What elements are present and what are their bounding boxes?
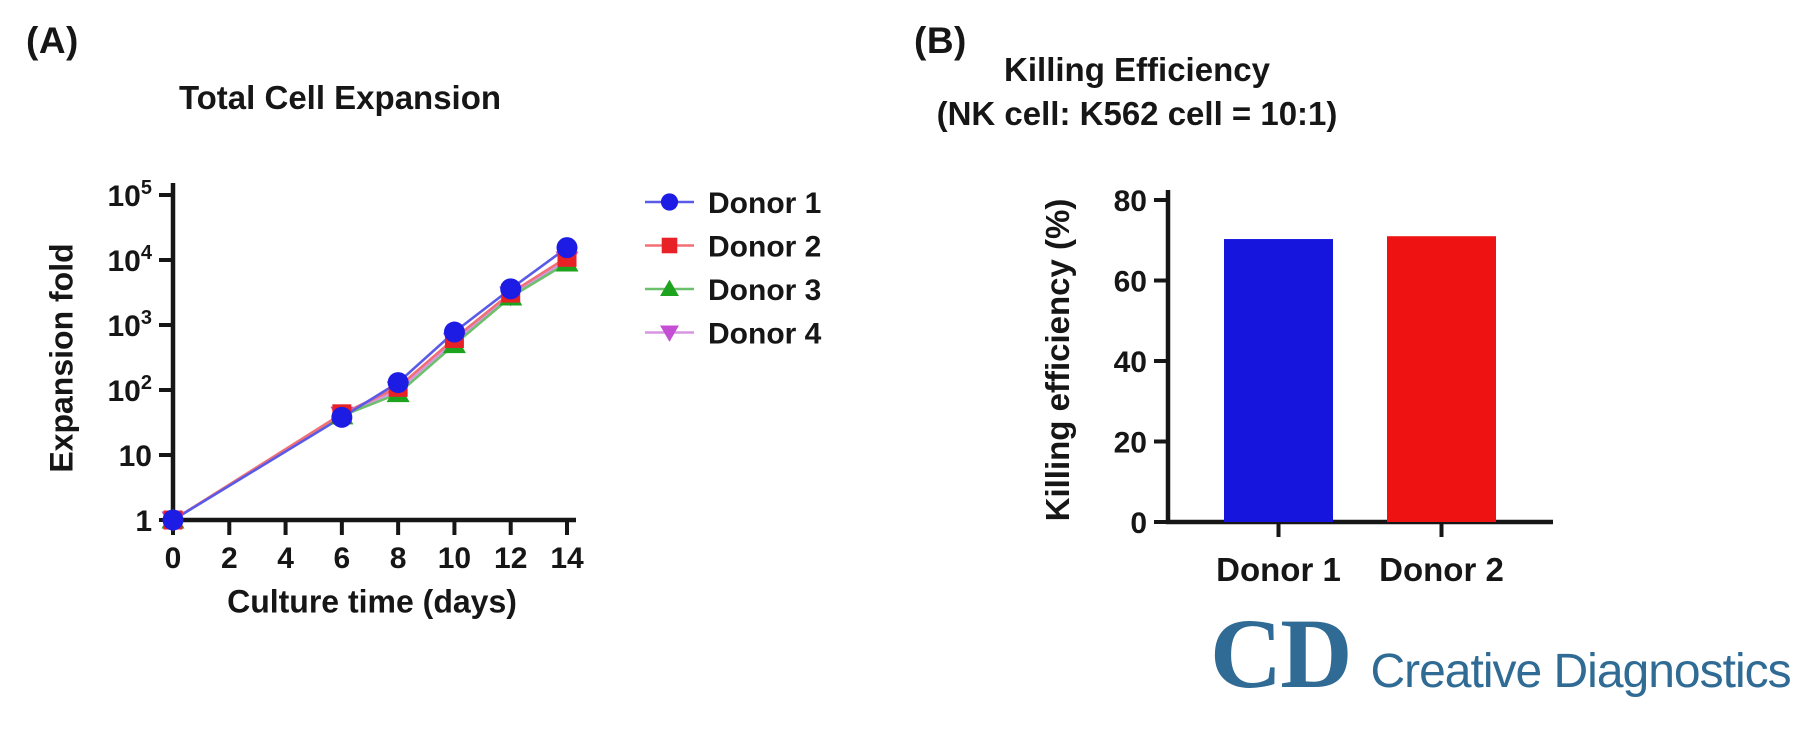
- x-tick-label: 8: [390, 542, 407, 575]
- y-tick-exponent: 4: [141, 242, 153, 264]
- legend-marker-triangle-up: [660, 279, 679, 296]
- panel-b-title-line2: (NK cell: K562 cell = 10:1): [936, 94, 1338, 132]
- x-tick-label: 14: [550, 542, 584, 575]
- y-tick-exponent: 5: [141, 177, 152, 199]
- data-point-donor-1: [443, 321, 465, 343]
- expansion-chart: 1 10 102 103 104 105 0 2 4 6 8 10 12 14 Donor 1 Donor 2…: [108, 177, 822, 575]
- y-tick-label: 104: [108, 242, 153, 278]
- y-tick-label: 10: [119, 440, 152, 473]
- logo-cd-monogram: CD: [1210, 598, 1352, 709]
- series-line-donor-1: [172, 246, 568, 522]
- y-tick-label: 20: [1114, 427, 1147, 460]
- legend-label: Donor 2: [708, 231, 821, 264]
- data-point-donor-1: [500, 278, 522, 300]
- y-tick-exponent: 3: [141, 307, 152, 329]
- legend-marker-square: [661, 237, 678, 254]
- logo-company-name: Creative Diagnostics: [1370, 645, 1791, 698]
- panel-b-ylabel: Killing efficiency (%): [1039, 198, 1076, 522]
- panel-b-label: (B): [914, 20, 967, 61]
- data-point-donor-1: [162, 509, 184, 531]
- x-tick-label: 12: [494, 542, 527, 575]
- legend-label: Donor 3: [708, 274, 821, 307]
- legend-item-donor-3: Donor 3: [645, 274, 821, 307]
- x-tick-label: 4: [277, 542, 294, 575]
- legend-label: Donor 4: [708, 318, 822, 351]
- data-point-donor-1: [556, 237, 578, 259]
- legend-item-donor-2: Donor 2: [645, 231, 821, 264]
- panel-b-title-line1: Killing Efficiency: [1004, 51, 1270, 88]
- x-tick-label: 10: [438, 542, 471, 575]
- category-label: Donor 2: [1379, 551, 1504, 588]
- killing-efficiency-chart: 0 20 40 60 80 Donor 1 Donor 2: [1114, 185, 1553, 588]
- panel-a-xlabel: Culture time (days): [227, 583, 517, 620]
- legend-marker-circle: [660, 193, 679, 211]
- legend-item-donor-1: Donor 1: [645, 187, 821, 220]
- y-tick-label: 1: [135, 505, 152, 538]
- x-tick-label: 2: [221, 542, 238, 575]
- panel-a-label: (A): [26, 20, 79, 61]
- legend-label: Donor 1: [708, 187, 821, 220]
- y-tick-label: 102: [108, 372, 153, 408]
- bar-donor-1: [1224, 239, 1333, 523]
- x-tick-label: 6: [334, 542, 351, 575]
- panel-a-title: Total Cell Expansion: [178, 79, 502, 116]
- data-point-donor-1: [387, 372, 409, 394]
- data-point-donor-1: [331, 406, 353, 428]
- y-tick-exponent: 2: [141, 372, 152, 394]
- panel-a-ylabel: Expansion fold: [43, 243, 80, 473]
- y-tick-label: 103: [108, 307, 153, 343]
- y-tick-label: 60: [1114, 266, 1147, 299]
- x-tick-label: 0: [165, 542, 182, 575]
- y-tick-label: 105: [108, 177, 153, 213]
- legend-item-donor-4: Donor 4: [645, 318, 822, 351]
- category-label: Donor 1: [1216, 551, 1341, 588]
- panel-b-title: Killing Efficiency (NK cell: K562 cell =…: [887, 48, 1387, 135]
- y-tick-label: 0: [1130, 507, 1147, 540]
- y-tick-label: 80: [1114, 185, 1147, 218]
- legend-marker-triangle-down: [660, 325, 679, 342]
- creative-diagnostics-logo: CD Creative Diagnostics ®: [1210, 604, 1795, 722]
- bar-donor-2: [1387, 236, 1496, 522]
- y-tick-label: 40: [1114, 346, 1147, 379]
